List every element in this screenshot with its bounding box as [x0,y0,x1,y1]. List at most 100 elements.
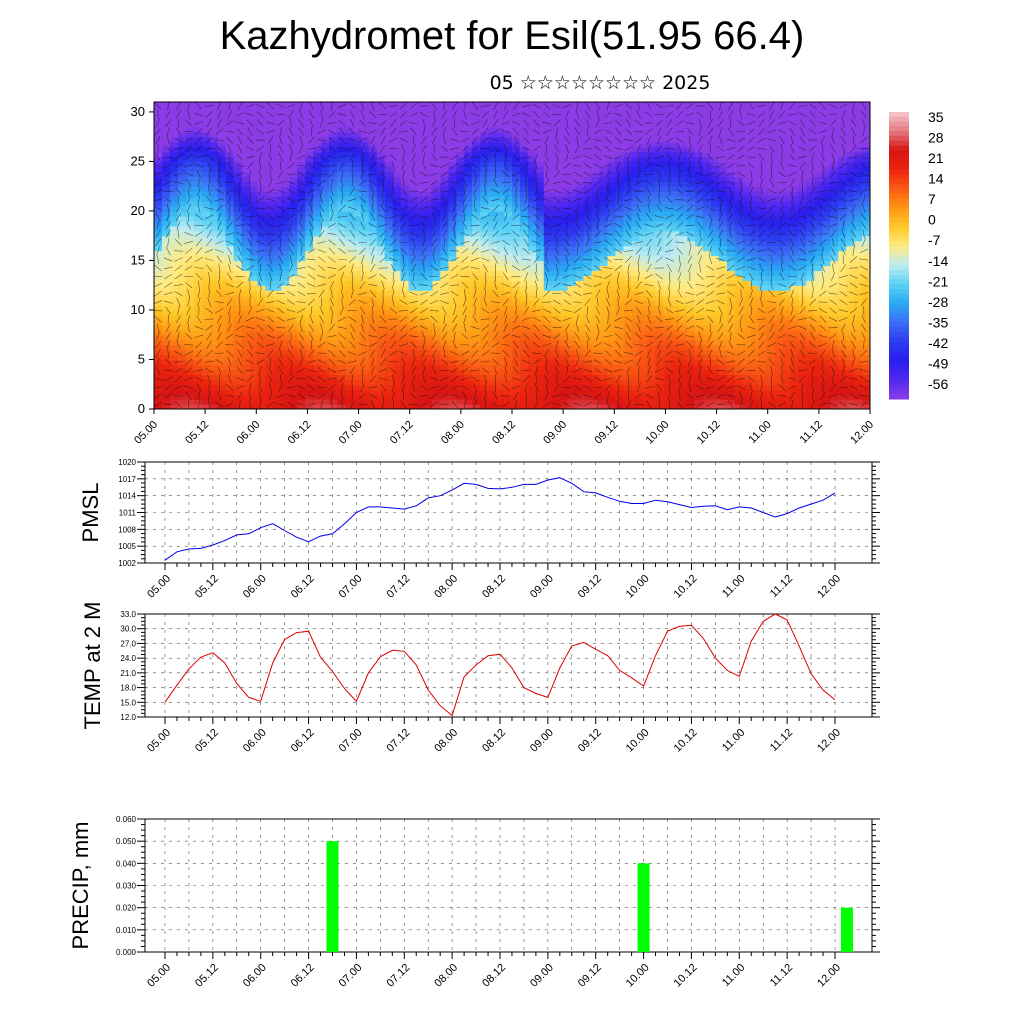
colorbar-segment [889,384,909,390]
colorbar-label: 14 [928,171,944,187]
precip-y-tick-label: 0.000 [116,948,137,957]
precip-y-tick-label: 0.040 [116,859,137,868]
colorbar-segment [889,360,909,367]
cross-x-tick-label: 06.00 [234,419,262,447]
colorbar-segment [889,355,909,362]
precip-y-tick-label: 0.020 [116,904,137,913]
colorbar-label: 28 [928,130,944,146]
pmsl-y-tick-label: 1002 [118,559,136,568]
colorbar-segment [889,269,909,276]
cross-x-tick-label: 09.12 [592,419,620,447]
cross-x-tick-label: 10.12 [695,419,723,447]
temp2m-y-tick-label: 30.0 [120,625,136,634]
colorbar-label: -14 [928,253,948,269]
pmsl-x-tick-label: 09.00 [528,573,556,601]
cross-x-tick-label: 08.00 [439,419,467,447]
colorbar-segment [889,279,909,285]
precip-bar [840,907,853,952]
pmsl-x-tick-label: 10.00 [624,573,652,601]
pmsl-x-tick-label: 05.12 [193,573,221,601]
chart-title: Kazhydromet for Esil(51.95 66.4) [219,14,805,58]
temp2m-x-tick-label: 12.00 [815,727,843,755]
pmsl-x-tick-label: 05.00 [145,573,173,601]
precip-x-tick-label: 06.00 [241,962,269,990]
temp-panel: 12.0 15.0 18.0 21.0 24.0 27.0 30.0 33.0 05.00 05.… [80,602,880,755]
colorbar-segment [889,274,909,280]
cross-y-tick-label: 25 [131,153,145,168]
pmsl-y-axis-title: PMSL [78,483,103,543]
colorbar-segment [889,226,909,233]
pmsl-y-tick-label: 1017 [118,475,136,484]
cross-x-tick-label: 08.12 [490,419,518,447]
colorbar-label: -7 [928,232,941,248]
precip-x-tick-label: 08.12 [480,962,508,990]
pmsl-panel: 1002 1005 1008 1011 1014 1017 1020 05.00 05.12 06… [78,458,880,601]
colorbar-segment [889,164,909,170]
pmsl-x-tick-label: 08.12 [480,573,508,601]
pmsl-x-tick-label: 10.12 [672,573,700,601]
precip-grid [145,818,872,953]
temp2m-x-tick-label: 08.12 [480,727,508,755]
colorbar-segment [889,174,909,180]
colorbar-segment [889,394,909,400]
colorbar-label: 0 [928,212,936,228]
colorbar-segment [889,260,909,266]
pmsl-x-tick-label: 07.00 [337,573,365,601]
pmsl-y-tick-label: 1005 [118,542,136,551]
colorbar-segment [889,365,909,371]
precip-y-tick-label: 0.010 [116,926,137,935]
cross-x-tick-label: 11.00 [746,419,773,446]
temp2m-x-tick-label: 06.12 [289,727,317,755]
cross-x-tick-label: 12.00 [848,419,876,447]
temp2m-x-tick-label: 07.00 [337,727,365,755]
colorbar-segment [889,150,909,156]
precip-y-tick-label: 0.030 [116,882,137,891]
cross-y-tick-label: 10 [131,302,145,317]
colorbar-segment [889,255,909,261]
colorbar-segment [889,155,909,161]
chart-subtitle: 05 ☆☆☆☆☆☆☆☆ 2025 [489,72,711,94]
temp2m-y-tick-label: 18.0 [120,684,136,693]
pmsl-y-tick-label: 1008 [118,525,136,534]
colorbar-segment [889,126,909,132]
colorbar-segment [889,293,909,300]
precip-x-tick-label: 11.00 [720,962,747,989]
colorbar-segment [889,341,909,347]
colorbar-segment [889,327,909,333]
precip-x-tick-label: 05.12 [193,962,221,990]
colorbar-segment [889,183,909,190]
temp2m-x-tick-label: 05.00 [145,727,173,755]
precip-x-tick-label: 10.12 [672,962,700,990]
cross-x-tick-label: 07.12 [388,419,416,447]
temp2m-y-tick-label: 21.0 [120,669,136,678]
colorbar-label: 35 [928,109,944,125]
precip-x-tick-label: 11.12 [768,962,795,989]
wind-vector-lines [154,102,869,409]
colorbar-segment [889,250,909,256]
colorbar-segment [889,193,909,199]
colorbar-segment [889,169,909,175]
colorbar-segment [889,202,909,209]
temp2m-x-tick-label: 09.12 [576,727,604,755]
temp2m-x-tick-label: 11.12 [768,727,795,754]
pmsl-y-tick-label: 1011 [119,509,137,518]
colorbar: 35 28 21 14 7 0 -7 -14 -21 -28 -35 -42 -49 -56 [889,109,948,400]
pmsl-x-tick-label: 06.12 [289,573,317,601]
colorbar-segment [889,140,909,146]
cross-x-tick-label: 05.12 [183,419,211,447]
precip-x-tick-label: 07.12 [384,962,412,990]
cross-x-tick-label: 09.00 [541,419,569,447]
pmsl-series-line [164,477,836,561]
cross-x-tick-label: 10.00 [644,419,672,447]
precip-x-tick-label: 06.12 [289,962,317,990]
temp2m-grid [145,613,872,718]
temperature-field [154,102,870,409]
temp2m-y-tick-label: 33.0 [120,610,136,619]
temp2m-x-tick-label: 10.12 [672,727,700,755]
pmsl-x-tick-label: 11.00 [720,573,747,600]
temp2m-y-tick-label: 12.0 [120,713,136,722]
colorbar-segment [889,346,909,352]
temp2m-y-tick-label: 27.0 [120,639,136,648]
colorbar-label: -56 [928,376,948,392]
wind-vectors [154,102,869,409]
